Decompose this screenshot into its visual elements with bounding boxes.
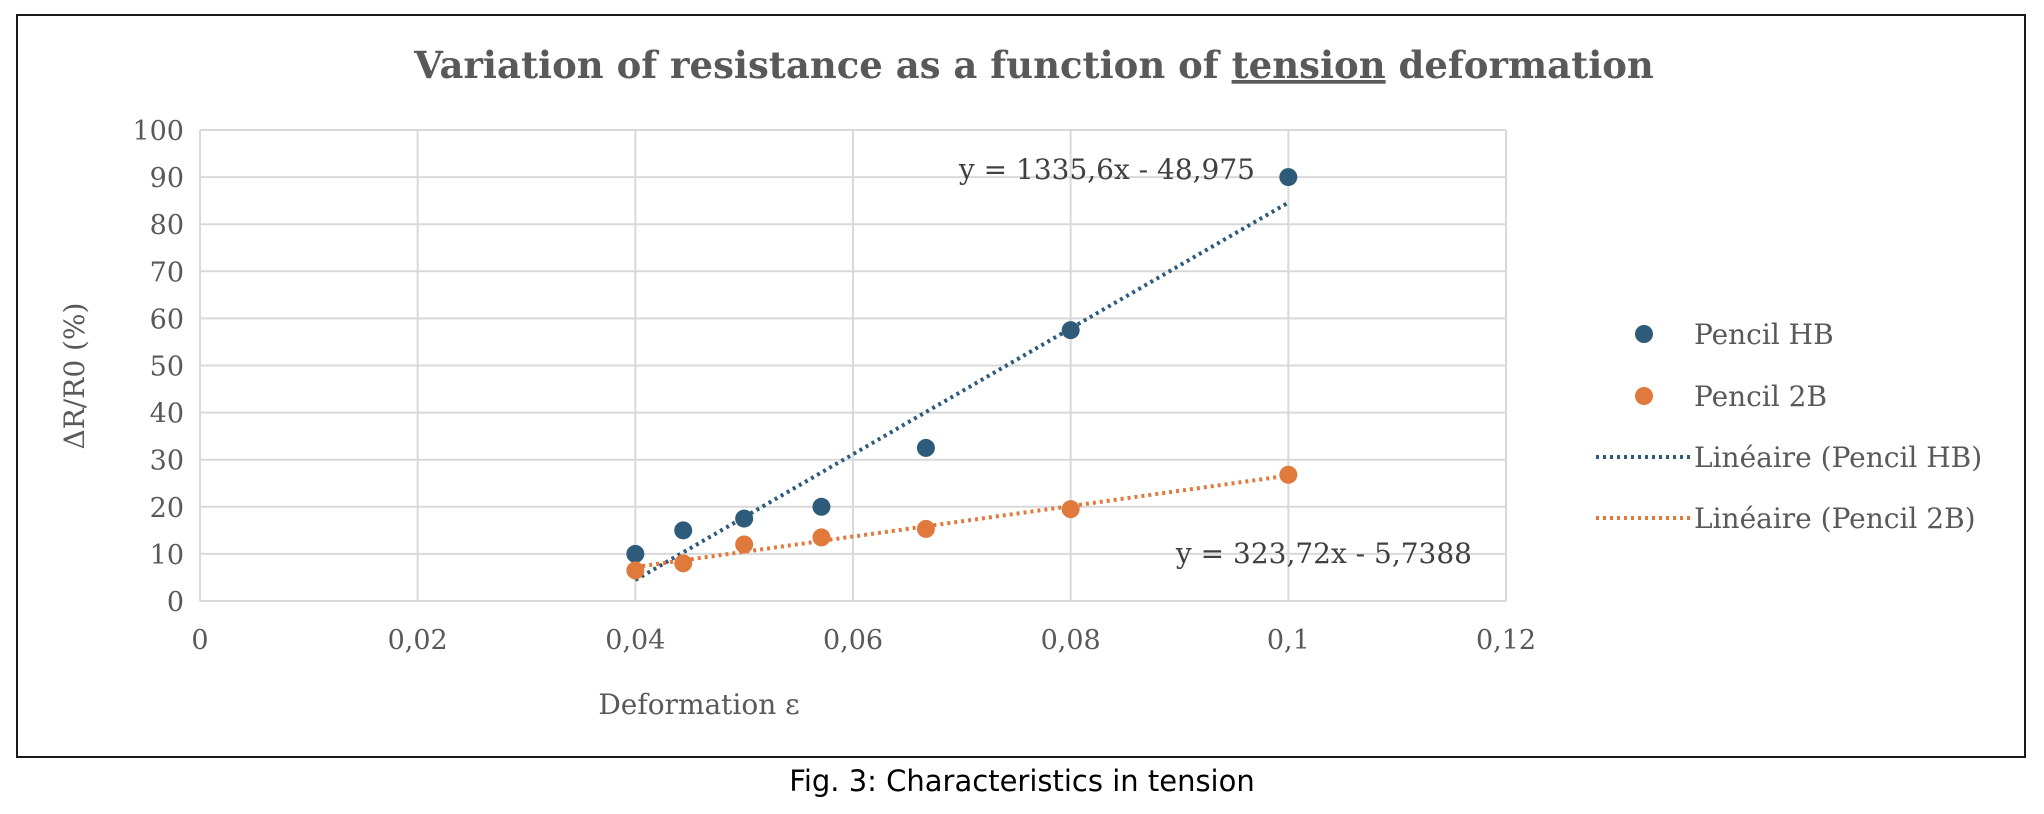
data-point-pencil-2b	[626, 561, 645, 580]
y-tick-label: 0	[167, 587, 184, 618]
x-axis-label: Deformation ε	[598, 688, 799, 721]
trendline-hb	[634, 200, 1290, 582]
y-tick-label: 50	[150, 352, 184, 383]
y-tick-label: 100	[132, 116, 184, 147]
y-axis-label: ΔR/R0 (%)	[58, 303, 91, 450]
legend-label-pencil-2b: Pencil 2B	[1694, 380, 1827, 413]
data-point-pencil-hb	[916, 438, 935, 457]
chart-title-underlined-word: tension	[1232, 43, 1386, 87]
y-tick-label: 60	[150, 304, 184, 335]
legend-label-pencil-hb: Pencil HB	[1694, 318, 1834, 351]
x-tick-label: 0,12	[1476, 625, 1536, 656]
data-point-pencil-hb	[674, 521, 693, 540]
data-point-pencil-2b	[812, 528, 831, 547]
x-tick-label: 0,06	[823, 625, 883, 656]
data-point-pencil-2b	[1061, 500, 1080, 519]
x-tick-label: 0,08	[1041, 625, 1101, 656]
data-point-pencil-hb	[812, 497, 831, 516]
x-tick-label: 0,1	[1267, 625, 1310, 656]
y-tick-label: 40	[150, 399, 184, 430]
y-tick-label: 10	[150, 540, 184, 571]
y-tick-label: 90	[150, 163, 184, 194]
legend: Pencil HB Pencil 2B Linéaire (Pencil HB)…	[1596, 318, 1982, 535]
data-point-pencil-hb	[735, 509, 754, 528]
y-tick-label: 20	[150, 493, 184, 524]
trendline-2b	[635, 473, 1289, 570]
chart-title-part-2: deformation	[1386, 43, 1654, 87]
chart-svg: Variation of resistance as a function of…	[58, 43, 1982, 721]
figure-caption: Fig. 3: Characteristics in tension	[789, 764, 1255, 798]
trendlines	[634, 200, 1290, 582]
x-tick-label: 0,04	[605, 625, 665, 656]
chart-frame: Variation of resistance as a function of…	[16, 14, 2026, 758]
x-tick-label: 0	[191, 625, 208, 656]
grid	[199, 129, 1507, 602]
data-point-pencil-2b	[674, 554, 693, 573]
data-point-pencil-hb	[1279, 168, 1298, 187]
y-tick-label: 70	[150, 257, 184, 288]
data-point-pencil-hb	[626, 544, 645, 563]
y-tick-label: 30	[150, 446, 184, 477]
tick-labels: 0 10 20 30 40 50 60 70 80 90 100 0 0,02 0,04 0,06 0,08 0…	[132, 116, 1536, 656]
legend-marker-pencil-2b	[1635, 387, 1653, 405]
trendline-equation-hb: y = 1335,6x - 48,975	[958, 153, 1255, 186]
legend-label-linear-hb: Linéaire (Pencil HB)	[1694, 441, 1982, 474]
y-tick-label: 80	[150, 210, 184, 241]
x-tick-label: 0,02	[388, 625, 448, 656]
trendline-equation-2b: y = 323,72x - 5,7388	[1175, 537, 1472, 570]
data-point-pencil-2b	[916, 519, 935, 538]
chart-title: Variation of resistance as a function of…	[413, 43, 1654, 87]
chart-title-part-1: Variation of resistance as a function of	[413, 43, 1231, 87]
legend-marker-pencil-hb	[1635, 325, 1653, 343]
data-point-pencil-2b	[1279, 465, 1298, 484]
data-point-pencil-2b	[735, 535, 754, 554]
data-point-pencil-hb	[1061, 321, 1080, 340]
data-points	[626, 168, 1298, 580]
legend-label-linear-2b: Linéaire (Pencil 2B)	[1694, 502, 1976, 535]
